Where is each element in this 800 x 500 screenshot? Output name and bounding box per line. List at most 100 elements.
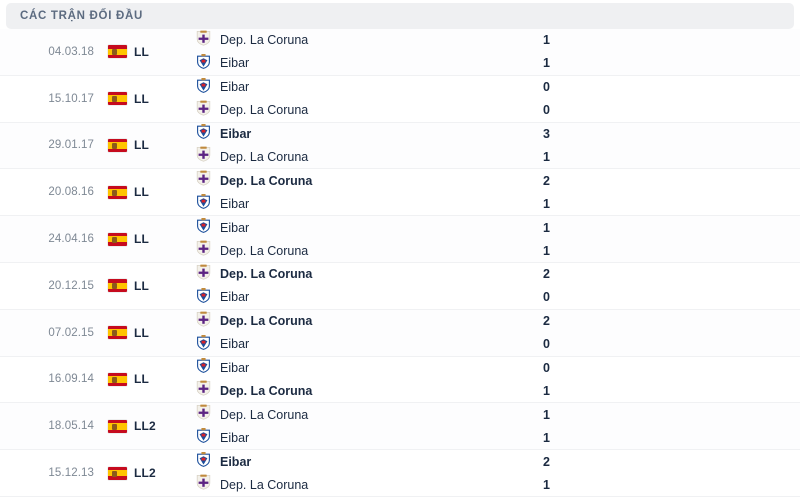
table-row[interactable]: 16.09.14 LL Eibar Dep. La Coruna 0 1: [0, 356, 800, 404]
league-code: LL: [134, 185, 150, 200]
team-line[interactable]: Dep. La Coruna: [196, 146, 512, 167]
team-name: Eibar: [220, 56, 250, 71]
table-row[interactable]: 24.04.16 LL Eibar Dep. La Coruna 1 1: [0, 216, 800, 263]
eibar-crest-icon: [196, 427, 211, 448]
spain-flag-icon: [108, 185, 127, 199]
team-line[interactable]: Eibar: [196, 427, 512, 448]
match-date: 29.01.17: [48, 139, 94, 152]
row-filler: [632, 310, 800, 356]
table-row[interactable]: 07.02.15 LL Dep. La Coruna Eibar 2 0: [0, 309, 800, 357]
deportivo-la-coruna-crest-icon: [196, 100, 211, 121]
table-row[interactable]: 18.05.14 LL2 Dep. La Coruna Eibar 1 1: [0, 403, 800, 451]
deportivo-la-coruna-crest-icon: [196, 264, 211, 285]
teams-cell: Dep. La Coruna Eibar: [192, 310, 512, 356]
teams-cell: Eibar Dep. La Coruna: [192, 76, 512, 122]
team-line[interactable]: Eibar: [196, 287, 512, 308]
team-line[interactable]: Dep. La Coruna: [196, 30, 512, 51]
score-value: 3: [543, 126, 550, 141]
score-value: 1: [543, 220, 550, 235]
table-row[interactable]: 20.12.15 LL Dep. La Coruna Eibar 2 0: [0, 262, 800, 310]
spain-flag-icon: [108, 372, 127, 386]
score-value: 1: [543, 243, 550, 258]
score-value: 1: [543, 33, 550, 48]
team-line[interactable]: Dep. La Coruna: [196, 380, 512, 401]
league-cell: LL: [100, 29, 192, 75]
row-filler: [632, 123, 800, 169]
deportivo-la-coruna-crest-icon: [196, 240, 211, 261]
team-name: Eibar: [220, 196, 250, 211]
league-code: LL: [134, 325, 150, 340]
team-line[interactable]: Dep. La Coruna: [196, 100, 512, 121]
team-line[interactable]: Dep. La Coruna: [196, 474, 512, 495]
team-name: Eibar: [220, 290, 250, 305]
row-filler: [632, 216, 800, 262]
score-value: 2: [543, 267, 550, 282]
team-line[interactable]: Eibar: [196, 357, 512, 378]
match-list: 04.03.18 LL Dep. La Coruna Eibar 1 1 15.10.17 L…: [0, 29, 800, 497]
match-date: 07.02.15: [48, 326, 94, 339]
league-cell: LL: [100, 263, 192, 309]
team-line[interactable]: Eibar: [196, 53, 512, 74]
score-value: 1: [543, 477, 550, 492]
score-value: 2: [543, 173, 550, 188]
team-name: Eibar: [220, 337, 250, 352]
teams-cell: Eibar Dep. La Coruna: [192, 216, 512, 262]
team-line[interactable]: Eibar: [196, 77, 512, 98]
table-row[interactable]: 29.01.17 LL Eibar Dep. La Coruna 3 1: [0, 122, 800, 170]
team-line[interactable]: Eibar: [196, 193, 512, 214]
team-name: Eibar: [220, 360, 250, 375]
team-line[interactable]: Eibar: [196, 451, 512, 472]
table-row[interactable]: 15.10.17 LL Eibar Dep. La Coruna 0 0: [0, 75, 800, 123]
page-title: CÁC TRẬN ĐỐI ĐẦU: [20, 10, 143, 22]
league-code: LL2: [134, 466, 156, 481]
team-line[interactable]: Eibar: [196, 217, 512, 238]
team-name: Dep. La Coruna: [220, 243, 309, 258]
league-code: LL: [134, 91, 150, 106]
team-line[interactable]: Dep. La Coruna: [196, 170, 512, 191]
team-line[interactable]: Dep. La Coruna: [196, 264, 512, 285]
table-row[interactable]: 15.12.13 LL2 Eibar Dep. La Coruna 2 1: [0, 450, 800, 497]
spain-flag-icon: [108, 45, 127, 59]
team-line[interactable]: Eibar: [196, 123, 512, 144]
spain-flag-icon: [108, 138, 127, 152]
row-filler: [632, 450, 800, 496]
table-row[interactable]: 20.08.16 LL Dep. La Coruna Eibar 2 1: [0, 169, 800, 217]
match-date: 20.08.16: [48, 186, 94, 199]
spain-flag-icon: [108, 232, 127, 246]
league-code: LL: [134, 372, 150, 387]
team-line[interactable]: Dep. La Coruna: [196, 311, 512, 332]
table-row[interactable]: 04.03.18 LL Dep. La Coruna Eibar 1 1: [0, 29, 800, 76]
teams-cell: Dep. La Coruna Eibar: [192, 29, 512, 75]
deportivo-la-coruna-crest-icon: [196, 380, 211, 401]
league-cell: LL: [100, 123, 192, 169]
spain-flag-icon: [108, 466, 127, 480]
deportivo-la-coruna-crest-icon: [196, 146, 211, 167]
row-filler: [632, 169, 800, 215]
score-value: 0: [543, 337, 550, 352]
team-line[interactable]: Eibar: [196, 334, 512, 355]
team-name: Dep. La Coruna: [220, 173, 313, 188]
eibar-crest-icon: [196, 193, 211, 214]
eibar-crest-icon: [196, 77, 211, 98]
league-cell: LL: [100, 310, 192, 356]
teams-cell: Dep. La Coruna Eibar: [192, 403, 512, 449]
team-name: Eibar: [220, 126, 252, 141]
score-value: 1: [543, 407, 550, 422]
team-line[interactable]: Dep. La Coruna: [196, 404, 512, 425]
score-value: 1: [543, 383, 550, 398]
row-filler: [632, 403, 800, 449]
team-line[interactable]: Dep. La Coruna: [196, 240, 512, 261]
row-filler: [632, 29, 800, 75]
league-code: LL: [134, 232, 150, 247]
league-cell: LL: [100, 169, 192, 215]
deportivo-la-coruna-crest-icon: [196, 404, 211, 425]
